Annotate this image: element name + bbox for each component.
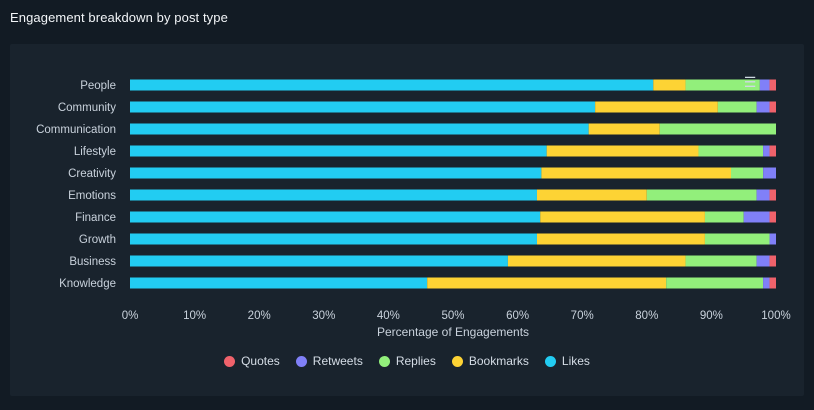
bar-knowledge-bookmarks[interactable]	[427, 277, 667, 289]
x-tick-label: 30%	[312, 310, 335, 322]
bar-communication-bookmarks[interactable]	[588, 123, 660, 135]
bar-creativity-replies[interactable]	[731, 167, 764, 179]
bar-people-replies[interactable]	[685, 79, 760, 91]
category-label-community: Community	[58, 102, 116, 114]
bar-business-retweets[interactable]	[756, 255, 770, 267]
legend-item-quotes[interactable]: Quotes	[224, 354, 280, 368]
bar-emotions-retweets[interactable]	[756, 189, 770, 201]
bar-people-retweets[interactable]	[759, 79, 770, 91]
legend-label-replies: Replies	[395, 354, 436, 368]
bar-emotions-quotes[interactable]	[769, 189, 776, 201]
bar-communication-likes[interactable]	[130, 123, 589, 135]
bar-lifestyle-retweets[interactable]	[763, 145, 770, 157]
chart-title: Engagement breakdown by post type	[10, 10, 228, 25]
bar-emotions-replies[interactable]	[646, 189, 757, 201]
legend-item-likes[interactable]: Likes	[544, 354, 590, 368]
bar-lifestyle-replies[interactable]	[698, 145, 764, 157]
x-tick-label: 20%	[248, 310, 271, 322]
bar-creativity-bookmarks[interactable]	[541, 167, 731, 179]
legend-swatch-replies	[378, 355, 390, 367]
bar-creativity-retweets[interactable]	[763, 167, 776, 179]
bar-community-likes[interactable]	[130, 101, 596, 113]
legend-item-retweets[interactable]: Retweets	[295, 354, 363, 368]
category-label-finance: Finance	[75, 212, 116, 224]
bar-business-bookmarks[interactable]	[507, 255, 686, 267]
category-label-growth: Growth	[79, 234, 116, 246]
bar-people-likes[interactable]	[130, 79, 654, 91]
legend-swatch-retweets	[295, 355, 307, 367]
bar-community-replies[interactable]	[717, 101, 757, 113]
legend-item-replies[interactable]: Replies	[378, 354, 436, 368]
chart-legend: Quotes Retweets Replies Bookmarks Likes	[0, 354, 814, 368]
bar-emotions-likes[interactable]	[130, 189, 537, 201]
x-tick-label: 80%	[635, 310, 658, 322]
legend-swatch-bookmarks	[451, 355, 463, 367]
bar-emotions-bookmarks[interactable]	[536, 189, 647, 201]
bar-people-bookmarks[interactable]	[653, 79, 686, 91]
bar-finance-likes[interactable]	[130, 211, 541, 223]
category-label-creativity: Creativity	[68, 168, 116, 180]
legend-swatch-likes	[544, 355, 556, 367]
x-tick-label: 60%	[506, 310, 529, 322]
x-tick-label: 0%	[122, 310, 139, 322]
category-label-knowledge: Knowledge	[59, 278, 116, 290]
category-label-business: Business	[69, 256, 116, 268]
hamburger-menu-icon[interactable]: ☰	[743, 73, 757, 90]
bar-finance-bookmarks[interactable]	[540, 211, 705, 223]
bar-creativity-likes[interactable]	[130, 167, 542, 179]
bar-community-quotes[interactable]	[769, 101, 776, 113]
bar-lifestyle-quotes[interactable]	[769, 145, 776, 157]
legend-label-quotes: Quotes	[241, 354, 280, 368]
category-label-people: People	[80, 80, 116, 92]
bar-finance-replies[interactable]	[704, 211, 744, 223]
bar-communication-replies[interactable]	[659, 123, 776, 135]
legend-swatch-quotes	[224, 355, 236, 367]
x-tick-label: 70%	[571, 310, 594, 322]
x-tick-label: 10%	[183, 310, 206, 322]
legend-label-likes: Likes	[561, 354, 590, 368]
bar-growth-likes[interactable]	[130, 233, 537, 245]
category-label-lifestyle: Lifestyle	[74, 146, 116, 158]
bar-knowledge-likes[interactable]	[130, 277, 428, 289]
bar-knowledge-quotes[interactable]	[769, 277, 776, 289]
category-label-communication: Communication	[36, 124, 116, 136]
bar-business-likes[interactable]	[130, 255, 508, 267]
bar-business-replies[interactable]	[685, 255, 757, 267]
bar-growth-bookmarks[interactable]	[536, 233, 705, 245]
bar-knowledge-replies[interactable]	[666, 277, 764, 289]
x-tick-label: 100%	[761, 310, 790, 322]
legend-label-retweets: Retweets	[312, 354, 363, 368]
bar-business-quotes[interactable]	[769, 255, 776, 267]
bar-lifestyle-bookmarks[interactable]	[546, 145, 699, 157]
bar-knowledge-retweets[interactable]	[763, 277, 770, 289]
bar-lifestyle-likes[interactable]	[130, 145, 547, 157]
x-tick-label: 90%	[700, 310, 723, 322]
bar-community-retweets[interactable]	[756, 101, 770, 113]
bar-growth-replies[interactable]	[704, 233, 770, 245]
bar-finance-quotes[interactable]	[769, 211, 776, 223]
bar-finance-retweets[interactable]	[743, 211, 770, 223]
legend-label-bookmarks: Bookmarks	[468, 354, 529, 368]
x-tick-label: 40%	[377, 310, 400, 322]
x-tick-label: 50%	[441, 310, 464, 322]
legend-item-bookmarks[interactable]: Bookmarks	[451, 354, 529, 368]
bar-community-bookmarks[interactable]	[595, 101, 718, 113]
category-label-emotions: Emotions	[68, 190, 116, 202]
x-axis-title: Percentage of Engagements	[377, 325, 529, 339]
bar-people-quotes[interactable]	[769, 79, 776, 91]
bar-growth-retweets[interactable]	[769, 233, 776, 245]
